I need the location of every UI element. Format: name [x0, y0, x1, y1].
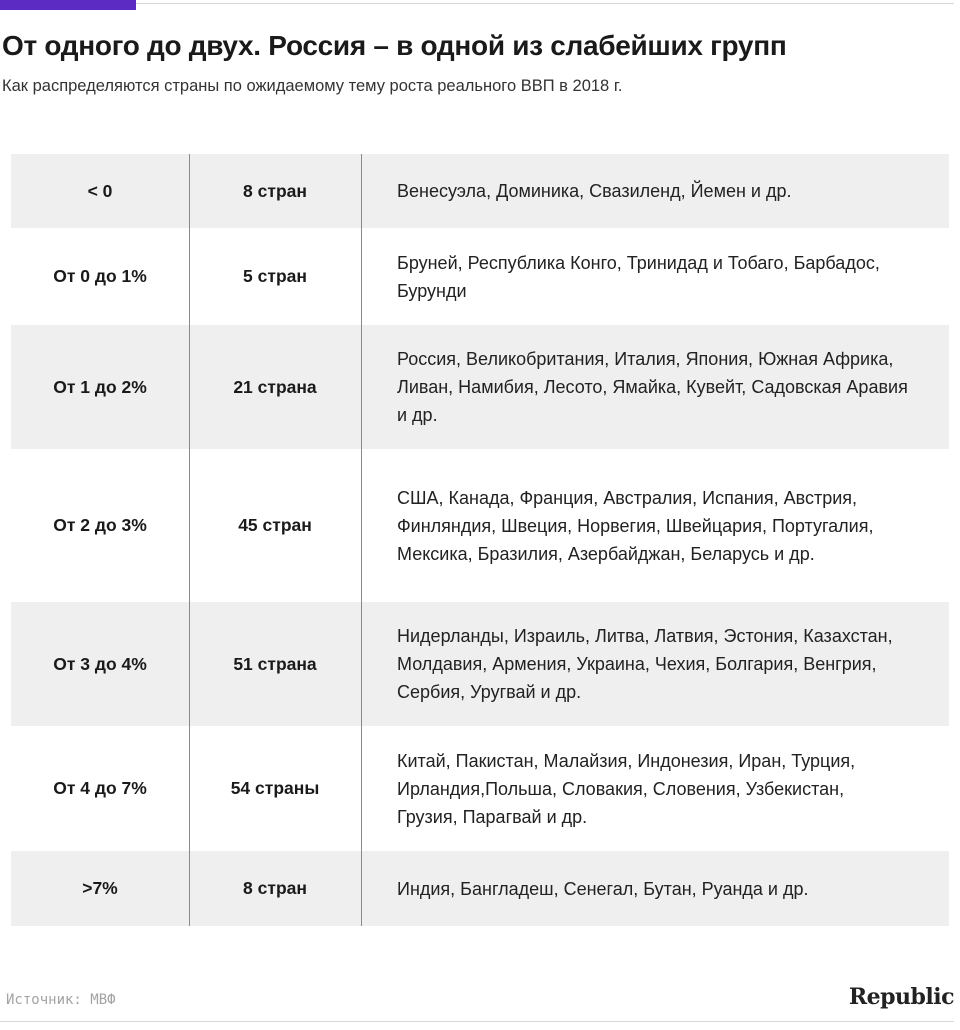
source-note: Источник: МВФ [6, 992, 116, 1008]
top-divider [136, 3, 954, 4]
page-subtitle: Как распределяются страны по ожидаемому … [2, 77, 623, 95]
column-divider [189, 154, 190, 926]
table-row: >7% 8 стран Индия, Бангладеш, Сенегал, Б… [11, 851, 949, 926]
countries-cell: Россия, Великобритания, Италия, Япония, … [397, 349, 908, 425]
range-cell: < 0 [87, 180, 113, 201]
count-cell: 54 страны [230, 778, 320, 798]
countries-cell: Нидерланды, Израиль, Литва, Латвия, Эсто… [397, 626, 893, 702]
growth-table: < 0 8 стран Венесуэла, Доминика, Свазиле… [11, 154, 949, 926]
brand-logo: Republic [848, 984, 955, 1010]
range-cell: От 1 до 2% [53, 376, 147, 397]
countries-cell: США, Канада, Франция, Австралия, Испания… [397, 487, 874, 564]
range-cell: От 4 до 7% [53, 778, 147, 798]
count-cell: 21 страна [233, 376, 317, 397]
count-cell: 8 стран [243, 180, 307, 201]
range-cell: От 2 до 3% [53, 515, 147, 535]
table-row: От 2 до 3% 45 стран США, Канада, Франция… [11, 449, 949, 602]
countries-cell: Китай, Пакистан, Малайзия, Индонезия, Ир… [397, 750, 856, 827]
countries-cell: Венесуэла, Доминика, Свазиленд, Йемен и … [397, 181, 792, 201]
top-accent-bar [0, 0, 136, 10]
page-title: От одного до двух. Россия – в одной из с… [2, 30, 787, 61]
count-cell: 5 стран [243, 266, 307, 286]
column-divider [361, 154, 362, 926]
table-row: От 1 до 2% 21 страна Россия, Великобрита… [11, 325, 949, 449]
range-cell: От 3 до 4% [53, 653, 147, 674]
count-cell: 45 стран [238, 515, 312, 535]
table-row: От 0 до 1% 5 стран Бруней, Республика Ко… [11, 228, 949, 325]
range-cell: От 0 до 1% [53, 266, 147, 286]
countries-cell: Бруней, Республика Конго, Тринидад и Тоб… [397, 252, 880, 301]
count-cell: 8 стран [243, 878, 307, 898]
countries-cell: Индия, Бангладеш, Сенегал, Бутан, Руанда… [397, 878, 809, 899]
count-cell: 51 страна [233, 653, 317, 674]
bottom-divider [0, 1021, 954, 1022]
range-cell: >7% [82, 878, 118, 898]
table-row: От 3 до 4% 51 страна Нидерланды, Израиль… [11, 602, 949, 726]
table-row: От 4 до 7% 54 страны Китай, Пакистан, Ма… [11, 726, 949, 851]
table-row: < 0 8 стран Венесуэла, Доминика, Свазиле… [11, 154, 949, 228]
